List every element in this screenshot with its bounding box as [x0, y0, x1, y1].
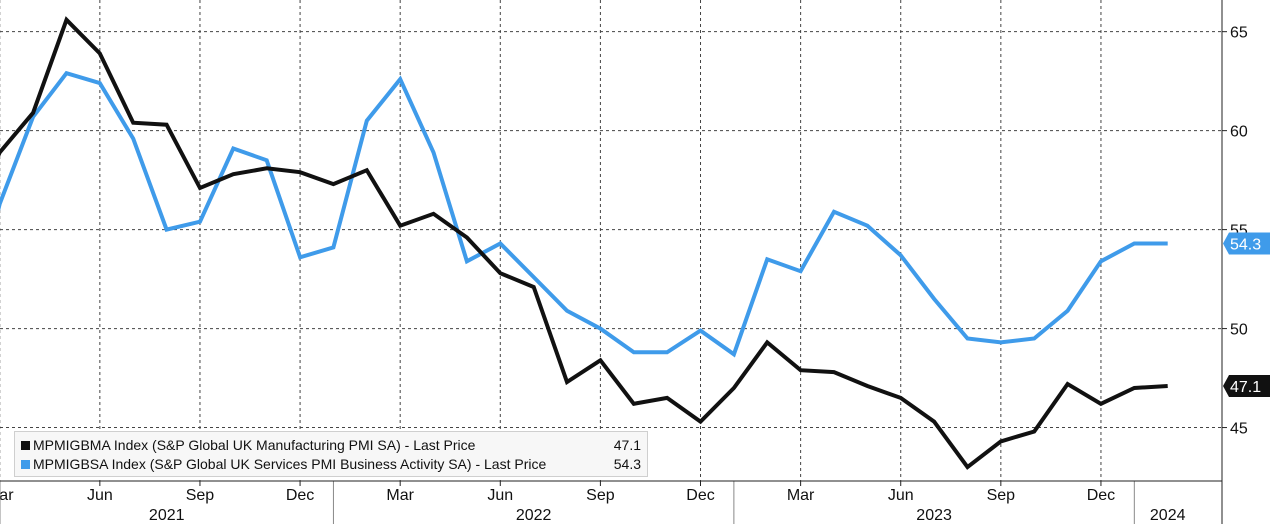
legend-value-manufacturing: 47.1: [613, 437, 641, 453]
y-tick-label: 50: [1230, 322, 1248, 339]
x-tick-label: Jun: [487, 487, 513, 504]
legend-label-services: MPMIGBSA Index (S&P Global UK Services P…: [33, 456, 547, 472]
x-tick-label: Mar: [0, 487, 14, 504]
x-tick-label: Dec: [286, 487, 314, 504]
legend-item-services: MPMIGBSA Index (S&P Global UK Services P…: [21, 454, 641, 474]
year-label: 2023: [916, 507, 952, 524]
last-value-labels: 47.1 54.3: [1223, 232, 1270, 397]
series-lines: [0, 16, 1168, 470]
x-tick-label: Mar: [787, 487, 815, 504]
x-tick-label: Sep: [987, 487, 1016, 504]
y-tick-label: 60: [1230, 124, 1248, 141]
x-tick-label: Jun: [87, 487, 113, 504]
legend-value-services: 54.3: [613, 456, 641, 472]
grid-lines: [0, 0, 1222, 481]
x-tick-label: Sep: [186, 487, 215, 504]
legend-swatch-services: [21, 460, 30, 469]
year-label: 2024: [1150, 507, 1186, 524]
legend-swatch-manufacturing: [21, 441, 30, 450]
y-tick-label: 65: [1230, 25, 1248, 42]
x-tick-label: Dec: [686, 487, 714, 504]
last-value-label-manufacturing: 47.1: [1223, 374, 1270, 397]
legend-item-manufacturing: MPMIGBMA Index (S&P Global UK Manufactur…: [21, 435, 641, 455]
manufacturing-series-line: [0, 16, 1168, 470]
y-tick-label: 45: [1230, 421, 1248, 438]
last-value-tag: [1223, 232, 1270, 255]
last-value-text: 47.1: [1230, 379, 1261, 396]
legend-label-manufacturing: MPMIGBMA Index (S&P Global UK Manufactur…: [33, 437, 476, 453]
x-tick-label: Jun: [888, 487, 914, 504]
last-value-label-services: 54.3: [1223, 232, 1270, 255]
last-value-text: 54.3: [1230, 236, 1261, 253]
last-value-tag: [1223, 374, 1270, 397]
x-tick-label: Sep: [586, 487, 615, 504]
year-label: 2021: [149, 507, 185, 524]
chart-legend: MPMIGBMA Index (S&P Global UK Manufactur…: [14, 431, 648, 477]
x-tick-label: Mar: [386, 487, 414, 504]
services-series-line: [0, 70, 1168, 358]
x-tick-label: Dec: [1087, 487, 1115, 504]
year-label: 2022: [516, 507, 552, 524]
